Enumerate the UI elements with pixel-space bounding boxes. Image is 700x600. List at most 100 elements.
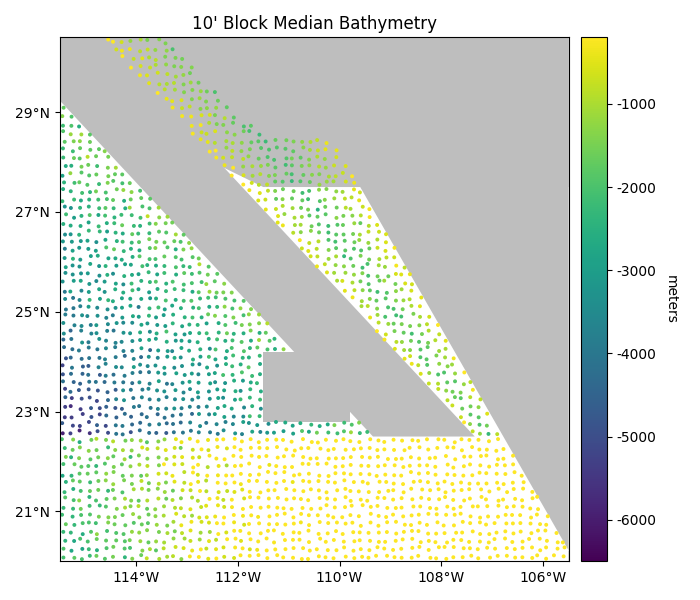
Point	[179, 534, 190, 544]
Point	[492, 551, 503, 560]
Point	[152, 484, 163, 493]
Point	[255, 395, 266, 404]
Point	[355, 469, 366, 479]
Point	[262, 319, 273, 328]
Point	[449, 437, 461, 447]
Point	[100, 336, 111, 346]
Point	[204, 410, 215, 419]
Point	[229, 296, 240, 305]
Point	[337, 461, 349, 471]
Point	[184, 337, 195, 346]
Point	[144, 420, 155, 430]
Point	[246, 336, 257, 346]
Point	[76, 310, 88, 320]
Point	[111, 318, 122, 328]
Point	[133, 501, 144, 511]
Point	[442, 502, 453, 511]
Point	[517, 537, 528, 547]
Point	[91, 170, 102, 179]
Point	[227, 138, 238, 148]
Point	[57, 127, 69, 136]
Point	[244, 185, 255, 195]
Point	[364, 205, 375, 214]
Point	[424, 503, 435, 513]
Point	[323, 221, 334, 231]
Point	[228, 113, 239, 122]
Point	[541, 536, 552, 545]
Point	[176, 54, 188, 64]
Point	[212, 429, 223, 439]
Point	[525, 519, 536, 529]
Point	[303, 469, 314, 479]
Point	[161, 418, 172, 428]
Point	[94, 294, 106, 304]
Point	[372, 243, 383, 253]
Point	[331, 146, 342, 155]
Point	[321, 488, 332, 497]
Point	[448, 504, 459, 514]
Point	[83, 385, 94, 394]
Point	[141, 71, 153, 80]
Point	[474, 420, 485, 430]
Point	[363, 238, 374, 248]
Point	[59, 178, 70, 187]
Point	[219, 113, 230, 123]
Point	[178, 70, 189, 80]
Point	[111, 429, 122, 439]
Point	[153, 203, 164, 212]
Point	[57, 121, 69, 130]
Point	[100, 359, 111, 368]
Point	[118, 196, 130, 206]
Point	[201, 129, 212, 139]
Polygon shape	[24, 37, 568, 187]
Point	[67, 293, 78, 303]
Point	[152, 320, 163, 330]
Point	[102, 178, 113, 188]
Point	[286, 161, 297, 170]
Point	[330, 526, 342, 536]
Point	[251, 379, 262, 388]
Point	[382, 503, 393, 513]
Point	[349, 178, 360, 188]
Point	[373, 436, 384, 445]
Point	[305, 226, 316, 236]
Point	[219, 401, 230, 411]
Point	[492, 454, 503, 464]
Point	[111, 236, 122, 246]
Point	[237, 162, 248, 172]
Point	[246, 137, 257, 147]
Point	[74, 379, 85, 389]
Point	[99, 459, 111, 469]
Point	[176, 554, 187, 564]
Point	[144, 478, 155, 488]
Point	[159, 487, 170, 497]
Point	[91, 534, 102, 544]
Point	[332, 485, 343, 495]
Point	[270, 177, 281, 187]
Point	[526, 513, 537, 523]
Point	[239, 520, 250, 530]
Point	[60, 520, 71, 529]
Point	[245, 377, 256, 387]
Point	[160, 445, 172, 455]
Point	[193, 287, 204, 297]
Point	[364, 453, 375, 463]
Point	[144, 203, 155, 213]
Point	[396, 436, 407, 445]
Point	[526, 487, 538, 497]
Point	[170, 295, 181, 305]
Point	[152, 68, 163, 77]
Point	[237, 154, 248, 164]
Point	[355, 211, 366, 220]
Point	[169, 353, 180, 362]
Point	[158, 460, 169, 469]
Point	[395, 544, 407, 554]
Point	[203, 445, 214, 455]
Point	[331, 518, 342, 527]
Point	[213, 461, 224, 471]
Point	[332, 276, 343, 286]
Point	[171, 270, 182, 280]
Point	[204, 394, 216, 404]
Point	[83, 202, 94, 211]
Point	[185, 328, 196, 338]
